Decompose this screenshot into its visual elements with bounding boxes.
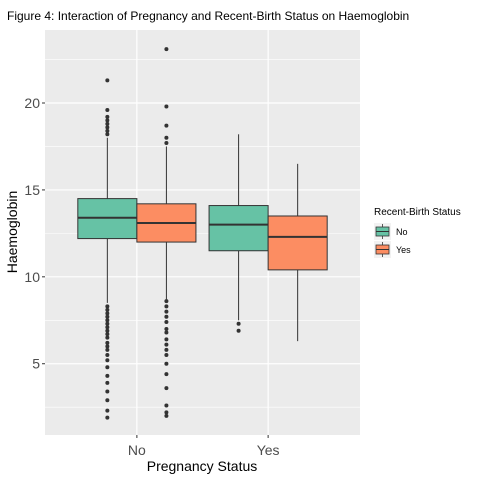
legend-label: No: [396, 227, 408, 237]
boxplots: [77, 47, 328, 420]
x-axis-title: Pregnancy Status: [147, 458, 258, 474]
outlier-point: [105, 128, 110, 133]
chart-title: Figure 4: Interaction of Pregnancy and R…: [7, 9, 409, 23]
outlier-point: [105, 340, 110, 345]
outlier-point: [105, 304, 110, 309]
outlier-point: [105, 132, 110, 137]
y-tick-label: 10: [24, 269, 40, 285]
outlier-point: [164, 326, 169, 331]
outlier-point: [105, 311, 110, 316]
outlier-point: [105, 78, 110, 83]
outlier-point: [105, 415, 110, 420]
y-axis-title: Haemoglobin: [4, 191, 20, 274]
outlier-point: [164, 47, 169, 52]
x-axis-ticks: No Yes: [128, 435, 280, 458]
outlier-point: [105, 328, 110, 333]
outlier-point: [105, 321, 110, 326]
outlier-point: [105, 121, 110, 126]
outlier-point: [164, 104, 169, 109]
outlier-point: [105, 318, 110, 323]
y-tick-label: 20: [24, 95, 40, 111]
outlier-point: [105, 380, 110, 385]
outlier-point: [236, 328, 241, 333]
legend-title: Recent-Birth Status: [374, 207, 461, 218]
boxplot: [77, 78, 138, 420]
outlier-point: [236, 321, 241, 326]
outlier-point: [105, 353, 110, 358]
y-tick-label: 15: [24, 182, 40, 198]
outlier-point: [164, 353, 169, 358]
outlier-point: [105, 332, 110, 337]
outlier-point: [164, 386, 169, 391]
outlier-point: [105, 358, 110, 363]
outlier-point: [164, 309, 169, 314]
outlier-point: [164, 135, 169, 140]
outlier-point: [105, 325, 110, 330]
outlier-point: [105, 365, 110, 370]
legend-item: No: [374, 223, 408, 240]
outlier-point: [105, 307, 110, 312]
y-axis-ticks: 5 10 15 20: [24, 95, 45, 372]
outlier-point: [164, 361, 169, 366]
y-tick-label: 5: [32, 356, 40, 372]
boxplot: [136, 47, 197, 418]
outlier-point: [164, 320, 169, 325]
outlier-point: [164, 403, 169, 408]
outlier-point: [164, 337, 169, 342]
outlier-point: [105, 118, 110, 123]
legend: Recent-Birth Status No Yes: [374, 207, 461, 258]
outlier-point: [105, 335, 110, 340]
box-iqr: [208, 205, 269, 252]
outlier-point: [105, 107, 110, 112]
outlier-point: [164, 140, 169, 145]
outlier-point: [105, 344, 110, 349]
x-tick-label: Yes: [257, 442, 280, 458]
outlier-point: [105, 314, 110, 319]
boxplot: [267, 163, 328, 342]
outlier-point: [105, 347, 110, 352]
outlier-point: [164, 410, 169, 415]
outlier-point: [105, 389, 110, 394]
box-iqr: [267, 215, 328, 271]
outlier-point: [164, 347, 169, 352]
outlier-point: [164, 314, 169, 319]
outlier-point: [164, 342, 169, 347]
legend-item: Yes: [374, 241, 411, 258]
outlier-point: [105, 408, 110, 413]
outlier-point: [164, 413, 169, 418]
outlier-point: [105, 398, 110, 403]
outlier-point: [164, 304, 169, 309]
outlier-point: [105, 125, 110, 130]
x-tick-label: No: [128, 442, 146, 458]
legend-label: Yes: [396, 245, 411, 255]
outlier-point: [105, 373, 110, 378]
outlier-point: [164, 372, 169, 377]
outlier-point: [164, 299, 169, 304]
outlier-point: [164, 330, 169, 335]
outlier-point: [164, 123, 169, 128]
outlier-point: [105, 114, 110, 119]
